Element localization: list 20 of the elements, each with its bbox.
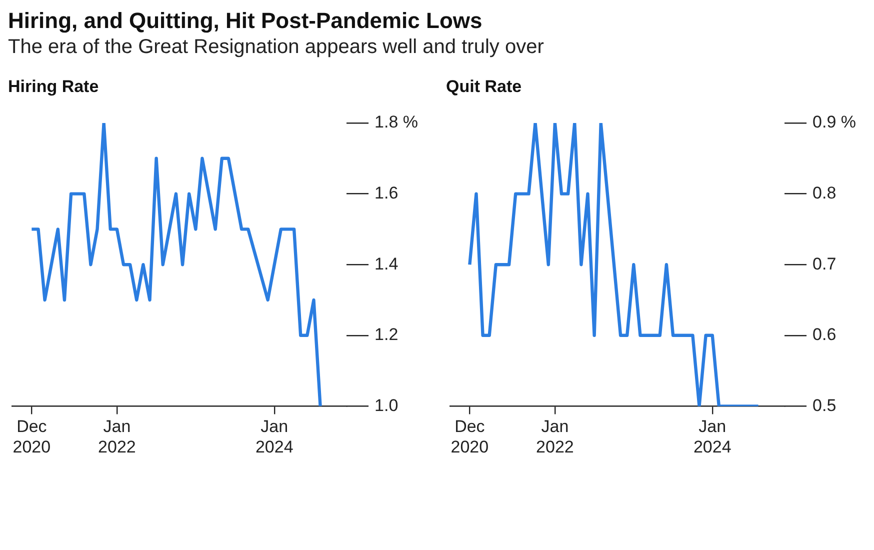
chart-title: Hiring Rate [8,77,100,97]
x-tick-label: Dec 2020 [450,417,489,456]
chart-title: Quit Rate [446,77,523,97]
y-tick-label: 0.8 [812,183,836,202]
x-tick-label: Jan 2024 [255,417,294,456]
y-tick-label: 1.8 % [374,112,418,132]
y-tick-label: 1.4 [374,254,398,274]
y-tick-label: 1.6 [374,183,398,202]
y-tick-label: 1.0 [374,396,398,415]
x-tick-label: Jan 2022 [536,417,574,456]
x-tick-label: Dec 2020 [12,417,51,456]
y-tick-label: 0.9 % [812,112,856,132]
x-tick-label: Jan 2024 [693,417,732,456]
text: Hiring, and Quitting, Hit Post-Pandemic Lows [8,8,484,34]
y-tick-label: 1.2 [374,325,398,344]
y-tick-label: 0.5 [812,396,836,415]
x-tick-label: Jan 2022 [98,417,136,456]
y-tick-label: 0.7 [812,254,836,274]
y-tick-label: 0.6 [812,325,836,344]
text: The era of the Great Resignation appears well and truly over [8,36,545,59]
